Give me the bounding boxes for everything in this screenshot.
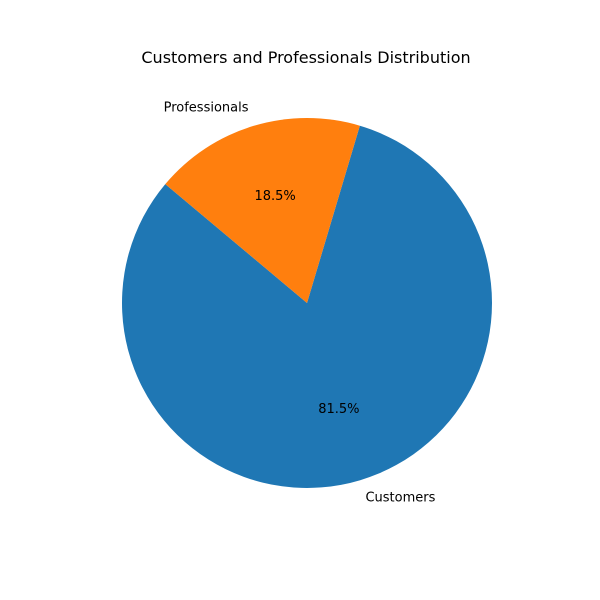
pct-label-customers: 81.5% [318, 402, 359, 417]
slice-label-professionals: Professionals [164, 101, 249, 116]
pie-slice-customers [122, 125, 493, 489]
slice-label-customers: Customers [365, 490, 435, 505]
chart-title: Customers and Professionals Distribution [141, 48, 470, 67]
slices-layer [122, 118, 493, 489]
pct-label-professionals: 18.5% [254, 189, 295, 204]
pie-slice-professionals [165, 118, 360, 304]
labels-layer: Customers 81.5% Professionals 18.5% [164, 101, 436, 506]
